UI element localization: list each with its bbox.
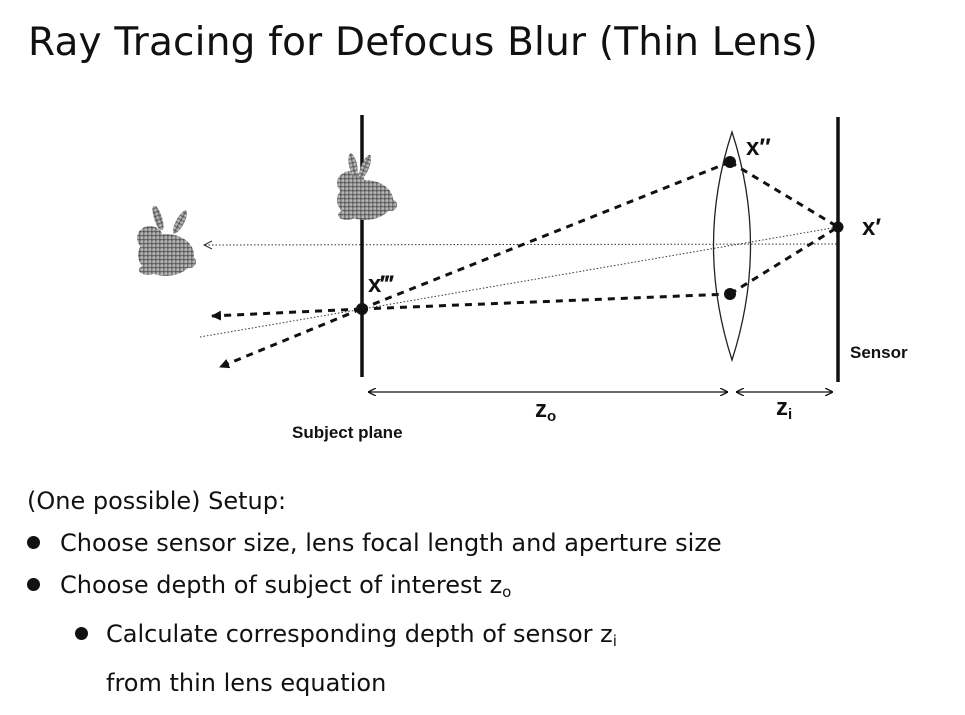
- thin-lens-diagram: x″ x′ x‴ zo zi Sensor Subject plane: [137, 115, 908, 442]
- ray-extension-diagonal: [219, 307, 362, 369]
- list-item: Calculate corresponding depth of sensor …: [27, 613, 722, 662]
- bullet-text: Calculate corresponding depth of sensor …: [106, 620, 613, 648]
- ray-extension-horizontal: [211, 307, 362, 321]
- bullet-subscript: i: [612, 632, 617, 650]
- label-x-double-prime: x″: [746, 134, 771, 161]
- subject-plane-label: Subject plane: [292, 423, 403, 442]
- point-x-prime: [832, 221, 844, 233]
- sensor-label: Sensor: [850, 343, 908, 362]
- point-x-triple-prime: [356, 303, 368, 315]
- zo-label: zo: [535, 396, 556, 425]
- chief-ray-line: [199, 226, 839, 338]
- list-item: Choose sensor size, lens focal length an…: [27, 522, 722, 564]
- slide-title: Ray Tracing for Defocus Blur (Thin Lens): [28, 20, 819, 65]
- label-x-prime: x′: [862, 214, 881, 241]
- point-lens-lower: [724, 288, 736, 300]
- bullet-text: Choose depth of subject of interest z: [60, 571, 503, 599]
- principal-axis-arrowhead: [202, 240, 213, 250]
- zi-label: zi: [776, 394, 792, 423]
- bullet-subscript: o: [502, 583, 512, 601]
- point-x-double-prime: [724, 156, 736, 168]
- bullet-dot-icon: [75, 627, 88, 640]
- bullet-continuation: from thin lens equation: [106, 669, 387, 697]
- bullet-dot-icon: [27, 578, 40, 591]
- ray-lower-object-to-lens: [360, 292, 731, 311]
- ray-lower-lens-to-sensor: [729, 225, 839, 296]
- thin-lens: [712, 129, 752, 363]
- bunny-far-icon: [137, 205, 196, 276]
- ray-upper-lens-to-sensor: [729, 160, 839, 229]
- label-x-triple-prime: x‴: [368, 271, 394, 298]
- bullet-text: Choose sensor size, lens focal length an…: [60, 529, 722, 557]
- ray-upper-object-to-lens: [360, 160, 731, 311]
- bullet-dot-icon: [27, 536, 40, 549]
- setup-section: (One possible) Setup: Choose sensor size…: [27, 480, 722, 704]
- setup-heading: (One possible) Setup:: [27, 487, 287, 515]
- bunny-near-icon: [337, 153, 397, 220]
- list-item: Choose depth of subject of interest zo: [27, 564, 722, 613]
- principal-axis-line: [204, 243, 839, 246]
